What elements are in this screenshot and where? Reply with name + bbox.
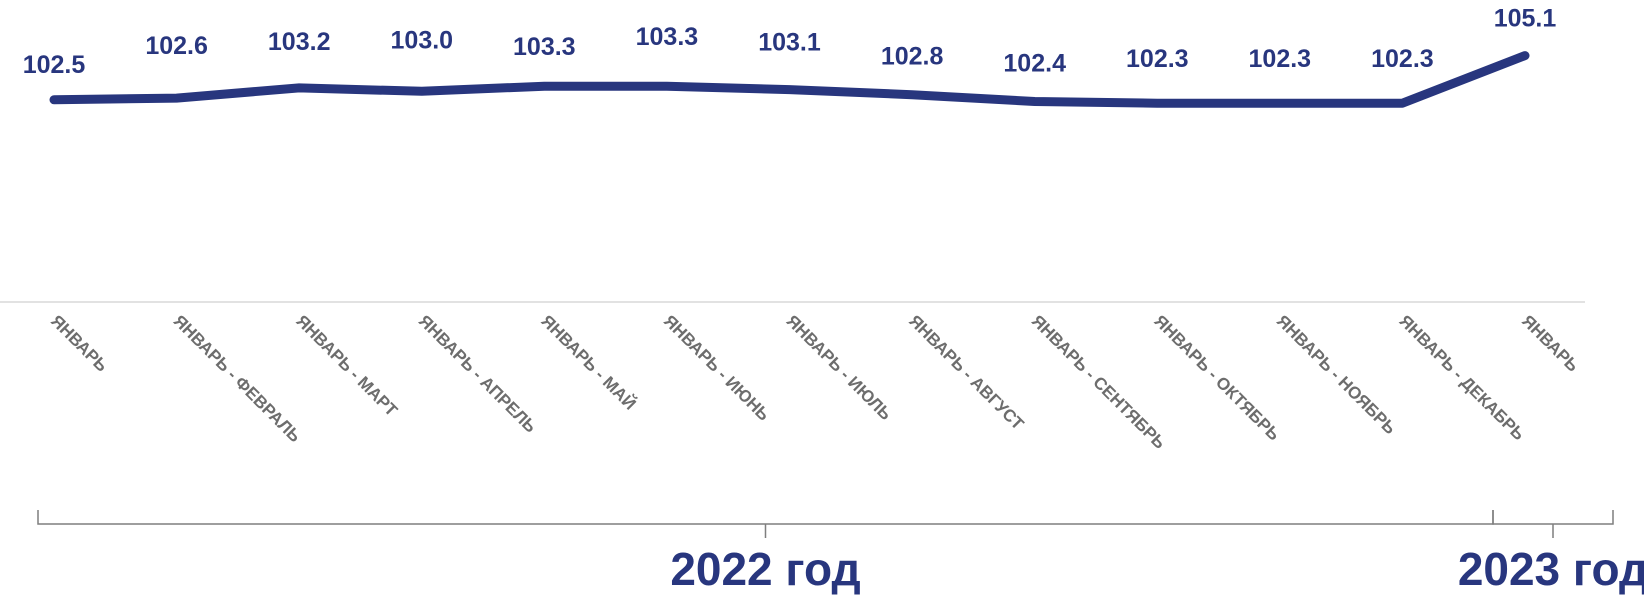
x-tick-label: ЯНВАРЬ - АПРЕЛЬ [415, 311, 540, 436]
x-tick-label: ЯНВАРЬ - ИЮНЬ [660, 311, 773, 424]
data-label: 102.6 [145, 32, 208, 60]
x-tick-label: ЯНВАРЬ [47, 311, 111, 375]
x-tick-label: ЯНВАРЬ - ИЮЛЬ [783, 311, 896, 424]
x-tick-label: ЯНВАРЬ - АВГУСТ [905, 311, 1028, 434]
data-label: 103.3 [513, 33, 576, 61]
x-tick-label: ЯНВАРЬ [1518, 311, 1582, 375]
data-label: 103.3 [636, 23, 699, 51]
data-label: 103.0 [391, 26, 454, 54]
data-label: 102.8 [881, 43, 944, 71]
x-tick-label: ЯНВАРЬ - НОЯБРЬ [1273, 311, 1400, 438]
series-line [49, 51, 1530, 108]
x-tick-label: ЯНВАРЬ - МАЙ [537, 311, 639, 413]
data-label: 103.2 [268, 28, 331, 56]
x-tick-label: ЯНВАРЬ - СЕНТЯБРЬ [1028, 311, 1169, 452]
year-group-label: 2023 год [1458, 543, 1644, 595]
data-label: 102.4 [1003, 50, 1066, 78]
year-group-label: 2022 год [670, 543, 860, 595]
data-label: 105.1 [1494, 5, 1557, 33]
data-label: 103.1 [758, 29, 821, 57]
x-tick-label: ЯНВАРЬ - ФЕВРАЛЬ [170, 311, 305, 446]
x-tick-label: ЯНВАРЬ - ОКТЯБРЬ [1150, 311, 1283, 444]
group-bracket [1492, 510, 1614, 538]
data-label: 102.3 [1126, 45, 1189, 73]
group-bracket [37, 510, 1494, 538]
data-label: 102.3 [1249, 45, 1312, 73]
data-label: 102.3 [1371, 45, 1434, 73]
x-tick-label: ЯНВАРЬ - ДЕКАБРЬ [1396, 311, 1529, 444]
data-label: 102.5 [23, 51, 86, 79]
x-tick-label: ЯНВАРЬ - МАРТ [292, 311, 401, 420]
